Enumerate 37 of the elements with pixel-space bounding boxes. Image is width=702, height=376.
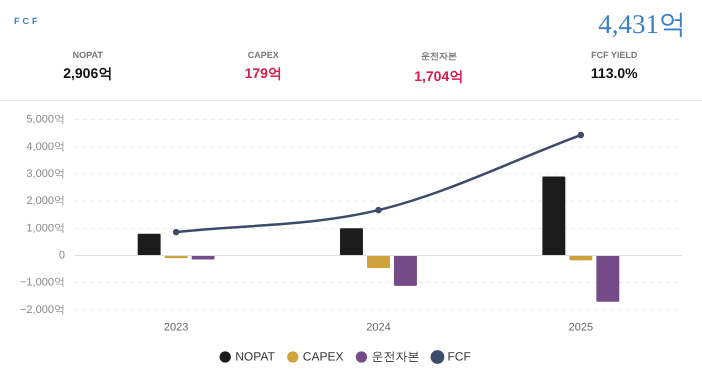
y-tick-label: 0 (58, 249, 65, 262)
point (578, 132, 584, 138)
bar (596, 256, 620, 302)
x-tick-label: 2023 (164, 321, 188, 334)
y-tick-label: 4,000억 (26, 140, 65, 153)
text: 179억 (244, 65, 283, 83)
bar (569, 256, 592, 260)
text: 운전자본 (420, 50, 458, 63)
legend-label: 운전자본 (371, 349, 420, 364)
text: 4,431억 (598, 8, 686, 41)
point (375, 206, 382, 214)
bar (542, 176, 566, 255)
bar (192, 256, 215, 260)
y-tick-label: −2,000억 (20, 304, 65, 316)
bar (164, 256, 188, 258)
legend-label: CAPEX (302, 349, 344, 364)
y-tick-label: 2,000억 (26, 195, 65, 208)
x-tick-label: 2024 (366, 321, 391, 334)
y-tick-label: 1,000억 (26, 222, 65, 234)
x-tick-label: 2025 (568, 321, 594, 334)
text: NOPAT (72, 50, 104, 60)
legend-label: FCF (447, 349, 471, 364)
y-tick-label: −1,000억 (20, 276, 65, 289)
y-tick-label: 5,000억 (26, 114, 65, 126)
text: 1,704억 (413, 68, 464, 86)
text: 113.0% (590, 65, 639, 81)
legend-label: NOPAT (235, 349, 276, 364)
bar (138, 234, 161, 255)
bar (367, 256, 390, 268)
text: 2,906억 (62, 65, 114, 83)
point (172, 228, 180, 236)
text: FCF (14, 16, 40, 26)
y-tick-label: 3,000억 (26, 168, 65, 180)
text: CAPEX (246, 50, 280, 60)
bar (340, 228, 363, 255)
text: FCF YIELD (590, 50, 638, 60)
bar (394, 256, 417, 286)
